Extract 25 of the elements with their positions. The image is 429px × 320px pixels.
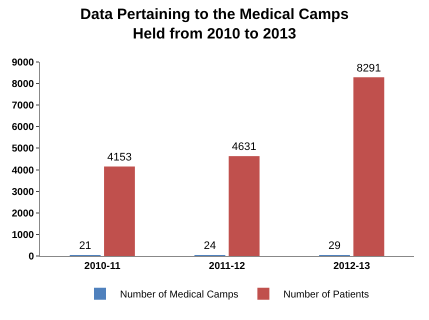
legend-label: Number of Medical Camps xyxy=(120,290,238,301)
data-label: 24 xyxy=(204,240,216,252)
x-tick-label: 2010-11 xyxy=(84,261,121,272)
bar xyxy=(353,77,384,256)
y-tick-label: 3000 xyxy=(12,186,34,198)
data-label: 8291 xyxy=(356,62,382,74)
data-label: 29 xyxy=(328,240,341,252)
y-tick-label: 1000 xyxy=(12,230,34,241)
y-tick-label: 7000 xyxy=(12,100,34,112)
bar xyxy=(104,166,135,256)
y-tick-label: 8000 xyxy=(12,79,34,90)
data-label: 4153 xyxy=(107,151,132,164)
y-tick-label: 4000 xyxy=(12,165,34,176)
y-tick-label: 2000 xyxy=(12,208,34,220)
x-tick-label: 2011-12 xyxy=(208,261,246,272)
bar xyxy=(228,156,260,256)
y-tick-label: 9000 xyxy=(12,58,34,68)
data-label: 21 xyxy=(79,240,92,252)
y-tick-label: 5000 xyxy=(12,144,34,155)
legend-label: Number of Patients xyxy=(283,290,369,301)
chart-title: Data Pertaining to the Medical Camps Held from 2010 to 2013 xyxy=(80,6,349,43)
data-label: 4631 xyxy=(232,141,256,154)
y-tick-label: 0 xyxy=(28,252,34,262)
x-tick-label: 2012-13 xyxy=(333,261,370,272)
y-tick-label: 6000 xyxy=(12,122,34,134)
